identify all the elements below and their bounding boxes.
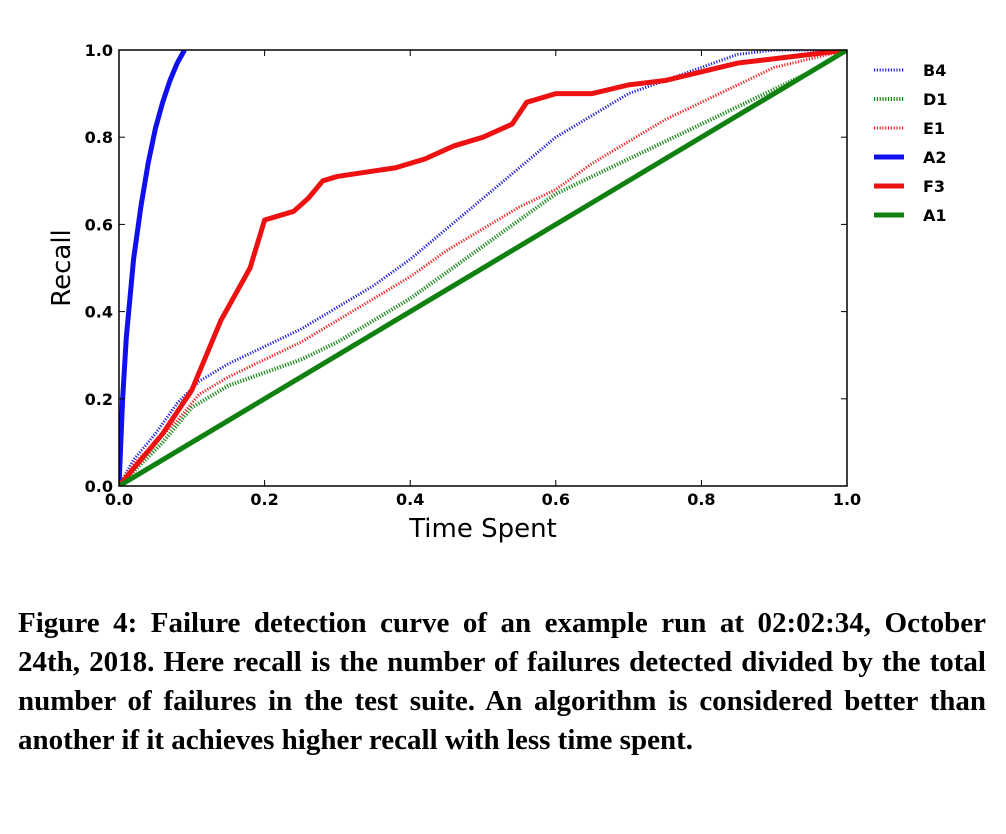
plot-frame	[118, 49, 848, 487]
legend-label-e1: E1	[923, 119, 945, 138]
y-tick-label: 0.2	[85, 390, 113, 409]
series-line-a2	[119, 50, 187, 486]
legend-label-a2: A2	[923, 148, 947, 167]
legend: B4 D1 E1 A2 F3 A1	[874, 61, 947, 225]
y-tick-label: 0.6	[85, 215, 113, 234]
y-tick-label: 0.8	[85, 128, 113, 147]
legend-label-a1: A1	[923, 206, 947, 225]
failure-detection-chart: 0.0 0.2 0.4 0.6 0.8 1.0 0.0 0.2 0.4 0.6 0.8 1.0 Tim…	[47, 41, 947, 544]
figure-caption: Figure 4: Failure detection curve of an …	[18, 607, 986, 756]
y-tick-label: 0.4	[85, 303, 113, 322]
y-tick-label: 0.0	[85, 477, 113, 496]
legend-label-d1: D1	[923, 90, 947, 109]
y-axis-title: Recall	[47, 229, 77, 307]
series-line-a1	[119, 50, 847, 486]
x-tick-label: 0.0	[105, 490, 133, 509]
series-line-f3	[119, 50, 847, 486]
x-tick-label: 0.6	[542, 490, 570, 509]
y-tick-label: 1.0	[85, 41, 113, 60]
x-tick-label: 0.4	[396, 490, 424, 509]
x-axis-title: Time Spent	[408, 514, 557, 544]
x-tick-label: 0.8	[687, 490, 715, 509]
legend-label-f3: F3	[923, 177, 945, 196]
legend-label-b4: B4	[923, 61, 946, 80]
series-line-e1	[119, 50, 847, 486]
x-tick-label: 0.2	[250, 490, 278, 509]
series-line-b4	[119, 50, 847, 486]
x-tick-label: 1.0	[833, 490, 861, 509]
